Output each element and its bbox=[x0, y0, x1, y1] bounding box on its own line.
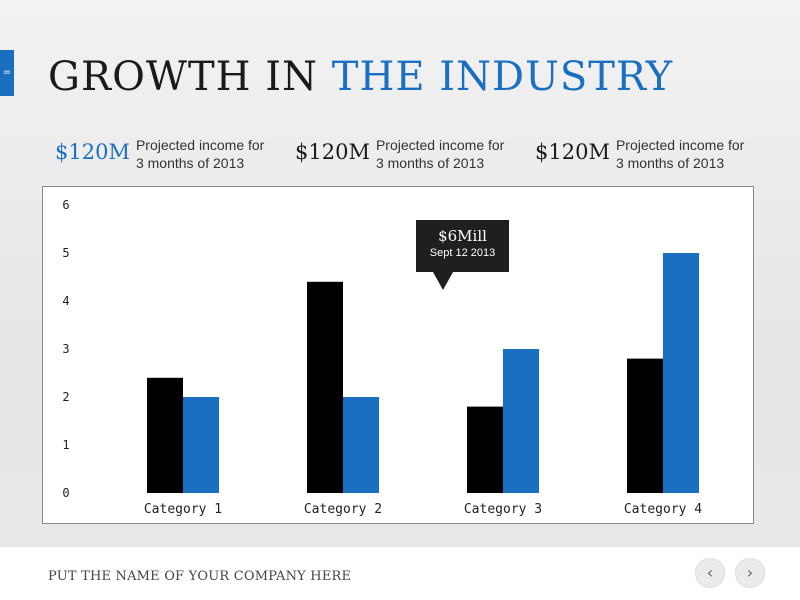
bar-blue-4 bbox=[663, 253, 699, 493]
bar-blue-1 bbox=[183, 397, 219, 493]
footer: PUT THE NAME OF YOUR COMPANY HERE bbox=[0, 547, 800, 600]
bar-black-3 bbox=[467, 406, 503, 493]
y-tick-label: 3 bbox=[62, 342, 69, 356]
bar-blue-3 bbox=[503, 349, 539, 493]
bar-black-1 bbox=[147, 377, 183, 493]
bar-chart-svg: 0 1 2 3 4 5 6 Category 1 Category 2 Category 3 Cat… bbox=[62, 198, 702, 517]
y-tick-label: 5 bbox=[62, 246, 69, 260]
x-tick-label: Category 2 bbox=[304, 502, 382, 517]
company-name: PUT THE NAME OF YOUR COMPANY HERE bbox=[48, 569, 352, 584]
callout-date: Sept 12 2013 bbox=[429, 247, 496, 259]
title-accent: THE INDUSTRY bbox=[331, 54, 674, 100]
menu-lines-icon: = bbox=[2, 67, 12, 78]
y-tick-label: 4 bbox=[62, 294, 69, 308]
stat-description-line2: 3 months of 2013 bbox=[135, 155, 245, 171]
stat-description-line1: Projected income for bbox=[135, 137, 265, 153]
stat-block-2: $120M Projected income for 3 months of 2… bbox=[295, 136, 504, 172]
stat-description-line1: Projected income for bbox=[375, 137, 505, 153]
stat-description-line1: Projected income for bbox=[615, 137, 745, 153]
x-tick-label: Category 3 bbox=[464, 502, 542, 517]
stat-block-1: $120M Projected income for 3 months of 2… bbox=[55, 136, 264, 172]
stat-description: Projected income for 3 months of 2013 bbox=[376, 136, 504, 172]
stat-description-line2: 3 months of 2013 bbox=[615, 155, 725, 171]
stat-description: Projected income for 3 months of 2013 bbox=[616, 136, 744, 172]
x-tick-label: Category 4 bbox=[624, 502, 702, 517]
previous-slide-button[interactable]: ‹ bbox=[695, 558, 725, 588]
page-title: GROWTH IN THE INDUSTRY bbox=[48, 54, 673, 100]
bar-blue-2 bbox=[343, 397, 379, 493]
y-tick-label: 1 bbox=[62, 438, 69, 452]
y-tick-label: 2 bbox=[62, 390, 69, 404]
stat-value: $120M bbox=[535, 140, 610, 164]
stat-description: Projected income for 3 months of 2013 bbox=[136, 136, 264, 172]
y-tick-label: 6 bbox=[62, 198, 69, 212]
x-tick-label: Category 1 bbox=[144, 502, 222, 517]
title-main: GROWTH IN bbox=[48, 54, 319, 100]
chevron-right-icon: › bbox=[746, 562, 754, 582]
side-menu-tab[interactable]: = bbox=[0, 50, 14, 96]
bar-chart: 0 1 2 3 4 5 6 Category 1 Category 2 Category 3 Cat… bbox=[42, 186, 754, 524]
chart-callout: $6Mill Sept 12 2013 bbox=[416, 220, 509, 272]
bar-black-2 bbox=[307, 281, 343, 493]
callout-amount: $6Mill bbox=[438, 227, 487, 245]
y-tick-label: 0 bbox=[62, 486, 69, 500]
callout-pointer bbox=[433, 272, 453, 290]
stat-value: $120M bbox=[55, 140, 130, 164]
stat-block-3: $120M Projected income for 3 months of 2… bbox=[535, 136, 744, 172]
next-slide-button[interactable]: › bbox=[735, 558, 765, 588]
chevron-left-icon: ‹ bbox=[706, 562, 714, 582]
stat-value: $120M bbox=[295, 140, 370, 164]
stat-description-line2: 3 months of 2013 bbox=[375, 155, 485, 171]
bar-black-4 bbox=[627, 358, 663, 493]
